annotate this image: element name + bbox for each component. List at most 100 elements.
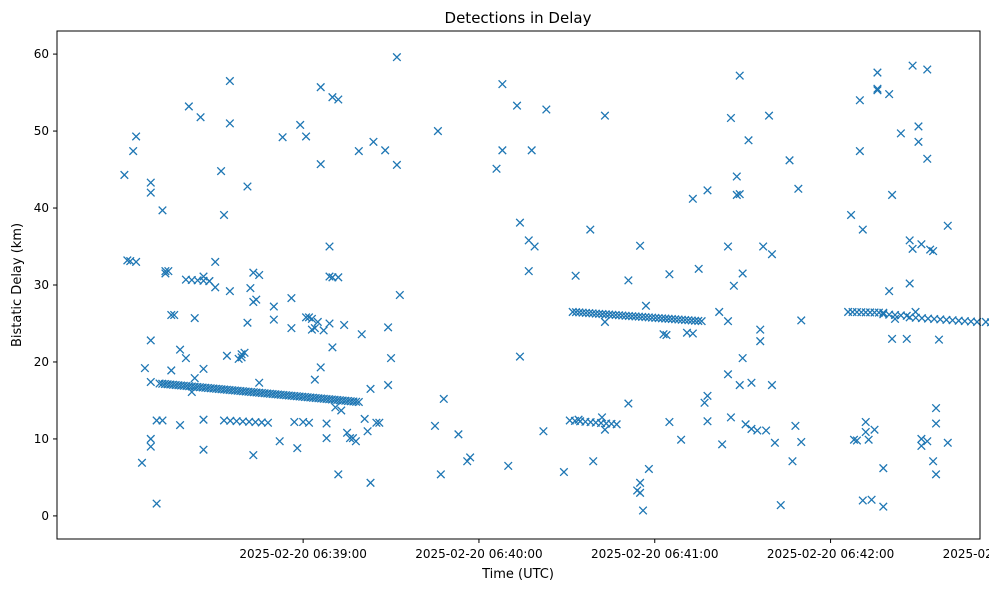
data-point bbox=[331, 403, 340, 412]
data-point bbox=[581, 308, 591, 318]
data-point bbox=[120, 170, 129, 180]
data-point bbox=[568, 307, 577, 317]
data-point bbox=[225, 119, 235, 128]
data-point bbox=[175, 420, 185, 430]
data-point bbox=[287, 323, 296, 333]
data-point bbox=[767, 380, 777, 390]
data-point bbox=[328, 343, 337, 352]
data-point bbox=[369, 137, 378, 147]
data-point bbox=[665, 417, 674, 427]
data-point bbox=[931, 403, 941, 413]
data-point bbox=[638, 506, 648, 515]
data-point bbox=[392, 52, 402, 62]
data-point bbox=[310, 323, 320, 333]
data-point bbox=[366, 384, 375, 394]
data-point bbox=[788, 457, 797, 466]
data-point bbox=[225, 286, 235, 296]
data-point bbox=[674, 315, 683, 324]
data-point bbox=[735, 380, 744, 390]
data-point bbox=[714, 307, 724, 317]
y-tick-label: 60 bbox=[34, 47, 49, 61]
data-point bbox=[922, 436, 932, 446]
data-point bbox=[322, 419, 331, 428]
data-point bbox=[293, 443, 302, 453]
data-point bbox=[635, 241, 645, 251]
data-point bbox=[131, 257, 141, 267]
data-point bbox=[634, 312, 644, 321]
data-point bbox=[301, 132, 311, 141]
data-point bbox=[637, 312, 647, 322]
data-point bbox=[791, 421, 800, 431]
data-point bbox=[744, 136, 753, 145]
data-point bbox=[527, 146, 536, 155]
data-point bbox=[278, 132, 287, 142]
data-point bbox=[890, 314, 900, 324]
data-point bbox=[123, 256, 132, 265]
data-point bbox=[738, 353, 747, 363]
data-point bbox=[433, 126, 443, 136]
data-point bbox=[542, 105, 551, 114]
data-point bbox=[515, 352, 525, 361]
y-tick-label: 30 bbox=[34, 278, 49, 292]
data-point bbox=[334, 95, 343, 104]
data-point bbox=[152, 499, 161, 508]
points-layer bbox=[120, 52, 989, 515]
data-point bbox=[251, 295, 261, 304]
data-point bbox=[908, 61, 917, 70]
data-point bbox=[914, 122, 923, 131]
data-point bbox=[986, 318, 989, 327]
data-point bbox=[703, 416, 712, 426]
x-axis-label: Time (UTC) bbox=[481, 567, 554, 582]
data-point bbox=[184, 102, 194, 111]
data-point bbox=[654, 313, 663, 323]
data-point bbox=[372, 418, 381, 428]
data-point bbox=[287, 293, 296, 303]
data-point bbox=[515, 218, 525, 227]
data-point bbox=[846, 210, 856, 220]
data-point bbox=[498, 146, 507, 155]
data-point bbox=[222, 351, 232, 361]
data-point bbox=[928, 246, 938, 256]
data-point bbox=[304, 418, 314, 428]
data-point bbox=[571, 271, 580, 281]
data-point bbox=[210, 257, 220, 267]
data-point bbox=[703, 391, 712, 401]
data-point bbox=[325, 319, 334, 328]
x-axis: 2025-02-20 06:39:00 2025-02-20 06:40:00 20… bbox=[239, 539, 989, 561]
data-point bbox=[524, 266, 534, 276]
data-point bbox=[600, 317, 610, 327]
data-point bbox=[931, 470, 941, 479]
data-point bbox=[575, 308, 584, 317]
data-point bbox=[700, 398, 709, 408]
data-point bbox=[146, 178, 156, 187]
data-point bbox=[383, 323, 393, 332]
data-point bbox=[647, 313, 657, 322]
data-point bbox=[310, 375, 320, 384]
data-point bbox=[307, 314, 317, 324]
data-point bbox=[644, 313, 654, 322]
data-point bbox=[571, 307, 581, 317]
data-point bbox=[492, 164, 501, 174]
data-point bbox=[325, 272, 334, 281]
data-point bbox=[873, 68, 882, 77]
data-point bbox=[905, 279, 914, 288]
data-point bbox=[578, 308, 587, 317]
data-point bbox=[943, 221, 953, 230]
data-point bbox=[644, 464, 654, 474]
data-point bbox=[855, 146, 865, 156]
data-point bbox=[199, 364, 208, 374]
data-point bbox=[354, 146, 364, 156]
data-point bbox=[140, 363, 150, 373]
data-point bbox=[158, 416, 167, 425]
data-point bbox=[167, 310, 176, 320]
data-point bbox=[879, 463, 888, 473]
data-point bbox=[767, 249, 777, 259]
data-point bbox=[624, 399, 633, 408]
data-point bbox=[931, 419, 941, 428]
data-point bbox=[594, 309, 604, 319]
data-point bbox=[723, 370, 733, 379]
data-point bbox=[849, 435, 859, 444]
data-point bbox=[794, 184, 803, 194]
data-point bbox=[934, 335, 944, 344]
